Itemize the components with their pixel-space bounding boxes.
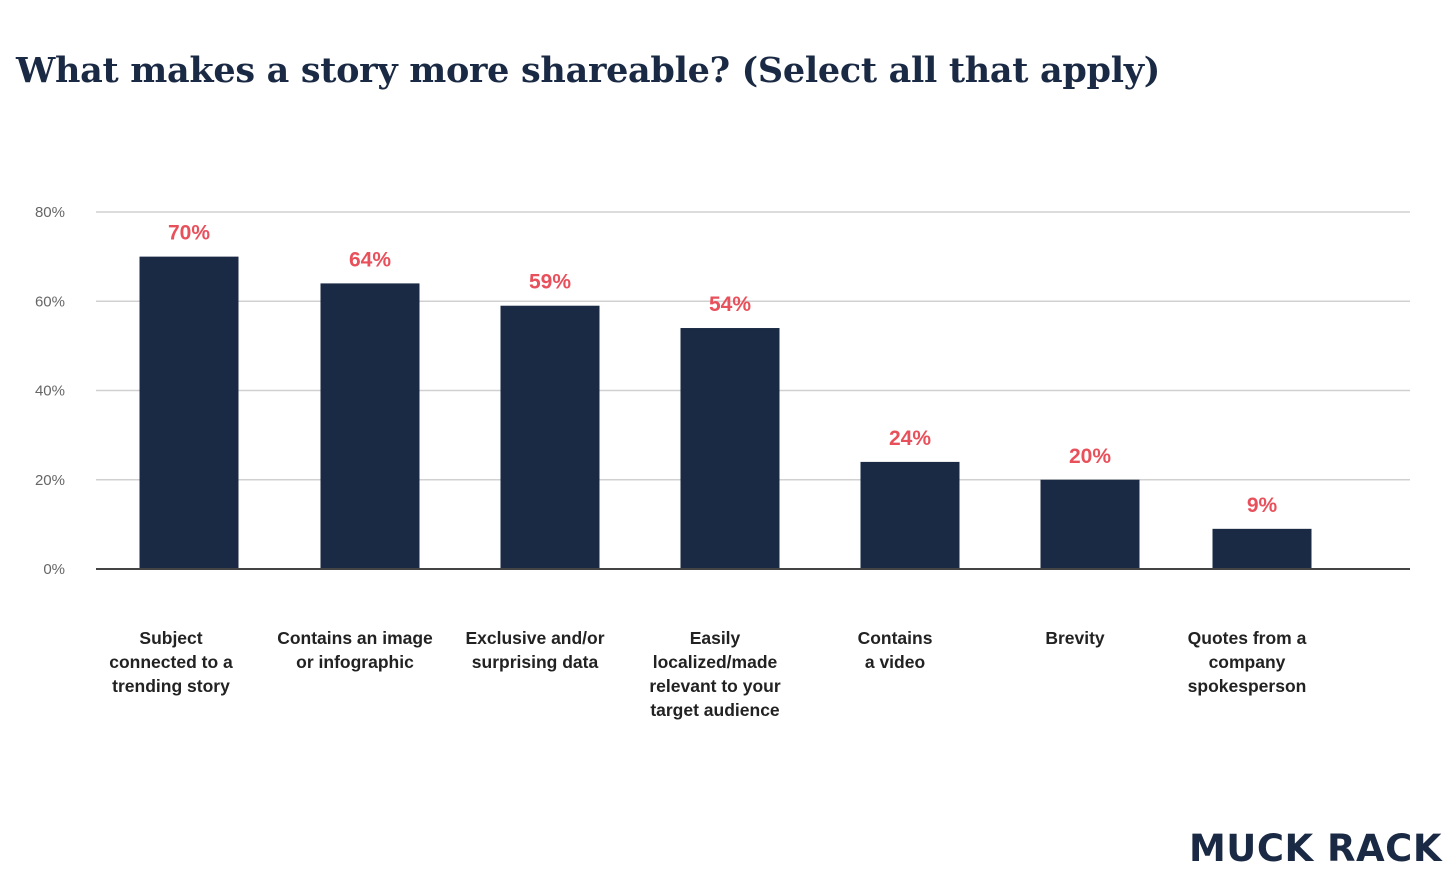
muck-rack-logo: MUCK RACK xyxy=(1188,827,1442,870)
x-category-label-line: Easily xyxy=(689,628,741,648)
bar xyxy=(500,305,600,569)
data-label: 24% xyxy=(889,427,931,450)
x-category-label-line: a video xyxy=(864,652,926,672)
x-category-label-line: Contains an image xyxy=(277,628,433,648)
bar xyxy=(860,461,960,569)
x-category-label-line: Quotes from a xyxy=(1187,628,1307,648)
y-axis-ticks: 0% 20% 40% 60% 80% xyxy=(35,204,65,578)
bar xyxy=(320,283,420,569)
y-tick-label: 40% xyxy=(35,383,65,400)
bars xyxy=(139,256,1312,569)
data-label: 59% xyxy=(529,271,571,294)
x-category-label-line: spokesperson xyxy=(1187,676,1307,696)
y-tick-label: 60% xyxy=(35,293,65,310)
x-category-label-line: Subject xyxy=(139,628,203,648)
x-category-label: Quotes from a company spokesperson xyxy=(1152,626,1342,698)
x-category-label-line: company xyxy=(1208,652,1286,672)
x-category-label: Contains a video xyxy=(800,626,990,674)
data-label: 64% xyxy=(349,248,391,271)
data-label: 70% xyxy=(168,222,210,245)
x-category-label: Easily localized/made relevant to your targ… xyxy=(620,626,810,722)
chart-title: What makes a story more shareable? (Sele… xyxy=(16,50,1161,91)
x-category-label: Contains an image or infographic xyxy=(260,626,450,674)
bar xyxy=(139,256,239,569)
bar xyxy=(680,328,780,569)
bar xyxy=(1040,479,1140,569)
data-label: 54% xyxy=(709,293,751,316)
data-label: 20% xyxy=(1069,445,1111,468)
x-category-label-line: localized/made xyxy=(652,652,778,672)
x-category-label-line: Exclusive and/or xyxy=(465,628,605,648)
x-category-label: Exclusive and/or surprising data xyxy=(440,626,630,674)
x-category-label-line: Contains xyxy=(857,628,933,648)
x-category-label-line: trending story xyxy=(112,676,230,696)
y-tick-label: 0% xyxy=(43,561,65,578)
x-category-label-line: relevant to your xyxy=(649,676,781,696)
x-category-label-line: connected to a xyxy=(109,652,233,672)
data-label: 9% xyxy=(1247,494,1278,517)
x-category-label-line: target audience xyxy=(650,700,780,720)
bar xyxy=(1212,528,1312,569)
y-tick-label: 20% xyxy=(35,472,65,489)
x-category-label: Subject connected to a trending story xyxy=(76,626,266,698)
x-category-label-line: Brevity xyxy=(1045,628,1105,648)
data-labels: 70% 64% 59% 54% 24% 20% 9% xyxy=(168,222,1278,517)
y-tick-label: 80% xyxy=(35,204,65,221)
x-category-label: Brevity xyxy=(980,626,1170,650)
x-category-label-line: or infographic xyxy=(296,652,414,672)
x-category-label-line: surprising data xyxy=(471,652,599,672)
